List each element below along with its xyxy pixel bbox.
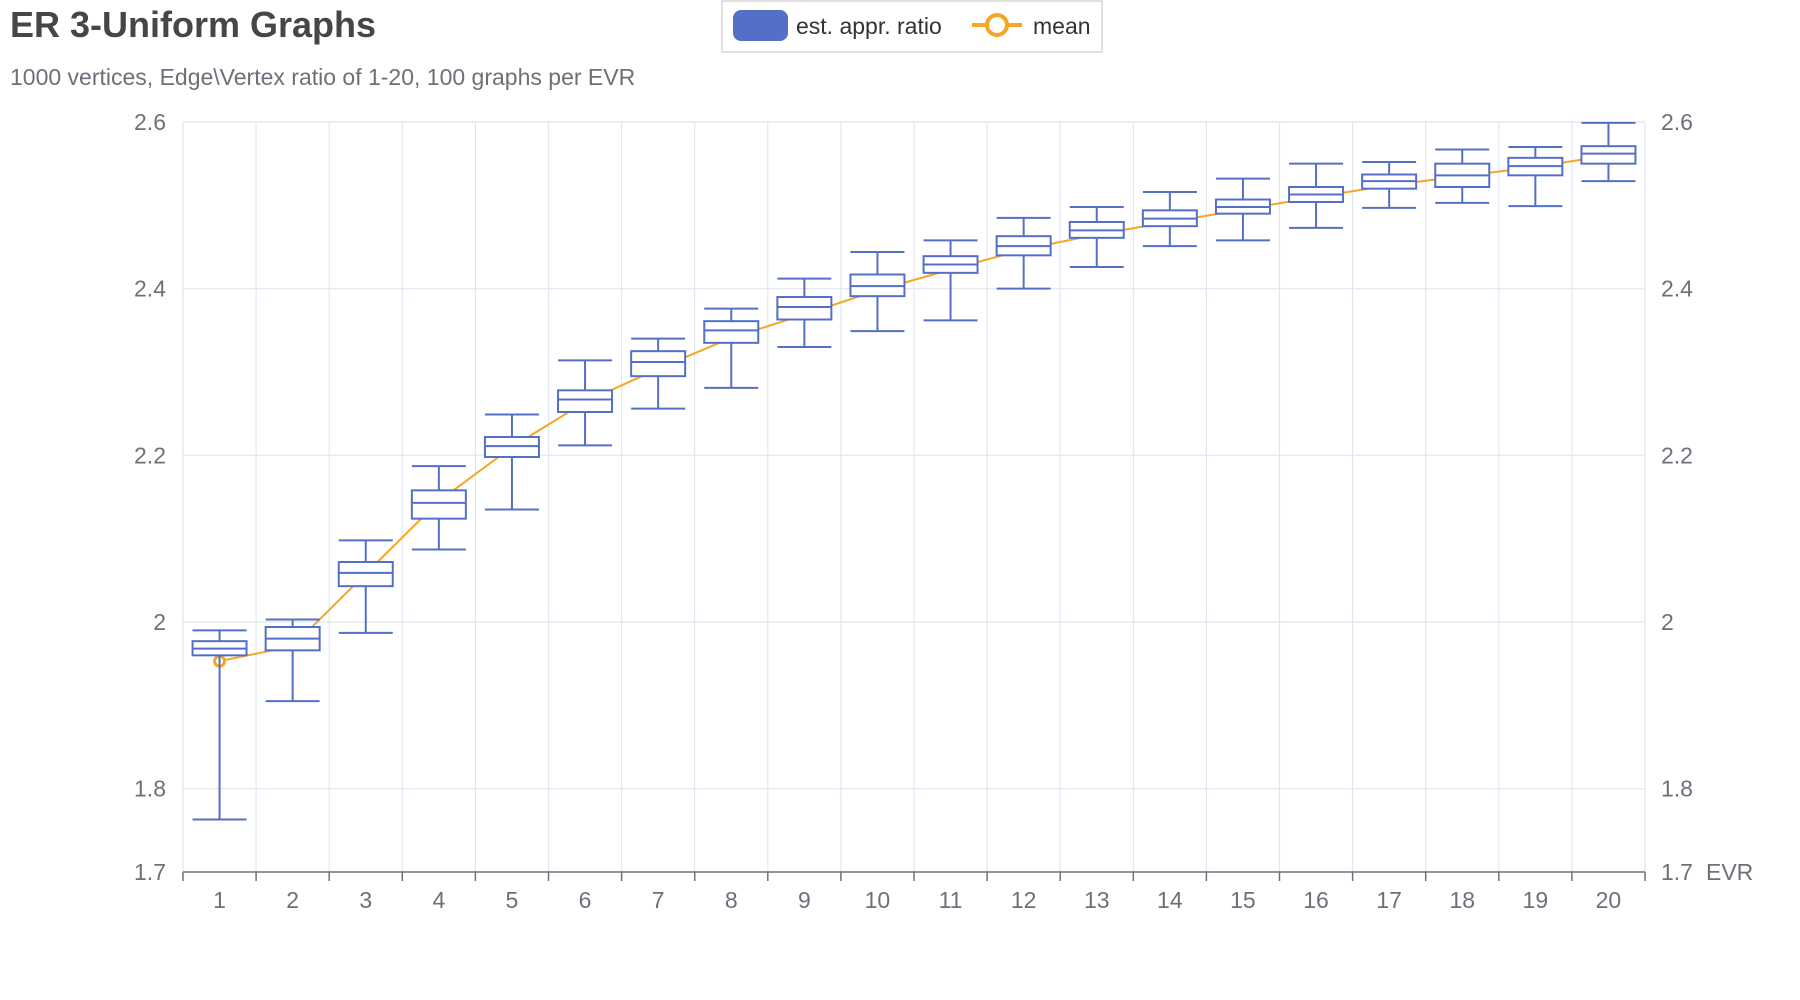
legend-item-boxplot[interactable]: est. appr. ratio <box>733 10 942 41</box>
box-item <box>1434 148 1491 204</box>
chart-title: ER 3-Uniform Graphs <box>10 4 376 45</box>
box-body <box>703 320 760 344</box>
box-item <box>776 277 833 348</box>
box-item <box>849 251 906 333</box>
x-tick-label: 18 <box>1449 887 1475 913</box>
chart-subtitle: 1000 vertices, Edge\Vertex ratio of 1-20… <box>10 64 635 90</box>
x-tick-label: 9 <box>798 887 811 913</box>
y-tick-label-right: 1.7 <box>1661 859 1693 885</box>
box-item <box>630 337 687 410</box>
y-tick-label-left: 2.2 <box>134 442 166 468</box>
box-item <box>1361 161 1418 209</box>
chart-legend: est. appr. ratio mean <box>721 0 1103 53</box>
x-tick-label: 11 <box>939 887 963 913</box>
legend-mean-marker <box>985 13 1009 37</box>
x-tick-label: 8 <box>725 887 738 913</box>
y-tick-label-left: 2.6 <box>134 109 166 135</box>
x-tick-label: 4 <box>432 887 445 913</box>
box-item <box>703 307 760 389</box>
x-tick-label: 1 <box>213 887 226 913</box>
legend-label-boxplot: est. appr. ratio <box>796 13 942 39</box>
x-tick-label: 15 <box>1230 887 1256 913</box>
box-item <box>995 216 1052 290</box>
x-tick-label: 3 <box>359 887 372 913</box>
x-tick-label: 7 <box>652 887 665 913</box>
box-item <box>264 618 321 703</box>
box-item <box>557 359 614 447</box>
y-tick-label-right: 2.6 <box>1661 109 1693 135</box>
y-tick-label-right: 2 <box>1661 609 1674 635</box>
y-tick-label-right: 2.4 <box>1661 276 1693 302</box>
box-body <box>1580 145 1637 165</box>
y-tick-label-right: 1.8 <box>1661 776 1693 802</box>
box-item <box>922 239 979 322</box>
y-tick-label-left: 2.4 <box>134 276 166 302</box>
mean-series <box>213 154 1609 668</box>
box-body <box>337 561 394 588</box>
box-item <box>1214 177 1271 242</box>
x-tick-label: 2 <box>286 887 299 913</box>
box-item <box>1288 162 1345 229</box>
x-tick-label: 20 <box>1596 887 1622 913</box>
legend-label-mean: mean <box>1033 13 1091 39</box>
box-item <box>1068 206 1125 268</box>
box-item <box>1507 146 1564 208</box>
x-tick-label: 17 <box>1376 887 1402 913</box>
grid-lines <box>182 121 1646 872</box>
x-axis-title: EVR <box>1706 859 1753 885</box>
box-item <box>1580 121 1637 183</box>
x-tick-label: 10 <box>865 887 891 913</box>
box-body <box>410 489 467 520</box>
box-item <box>483 413 540 511</box>
boxplot-series <box>191 121 1637 821</box>
box-item <box>337 539 394 634</box>
axes: 1.7 1.71.8 1.82 22.2 2.22.4 2.42.6 2.61 2 3 4 5 6 7 8… <box>134 109 1753 913</box>
x-tick-label: 5 <box>506 887 519 913</box>
x-tick-label: 19 <box>1523 887 1549 913</box>
x-tick-label: 16 <box>1303 887 1329 913</box>
legend-box-swatch <box>733 10 788 41</box>
box-item <box>1141 191 1198 248</box>
box-item <box>410 465 467 551</box>
x-tick-label: 12 <box>1011 887 1037 913</box>
x-tick-label: 6 <box>579 887 592 913</box>
box-body <box>557 389 614 414</box>
x-tick-label: 13 <box>1084 887 1110 913</box>
box-body <box>630 350 687 378</box>
box-item <box>191 629 248 821</box>
y-tick-label-left: 2 <box>153 609 166 635</box>
box-body <box>776 296 833 321</box>
y-tick-label-right: 2.2 <box>1661 442 1693 468</box>
y-tick-label-left: 1.8 <box>134 776 166 802</box>
legend-item-mean[interactable]: mean <box>972 13 1091 39</box>
x-tick-label: 14 <box>1157 887 1183 913</box>
y-tick-label-left: 1.7 <box>134 859 166 885</box>
